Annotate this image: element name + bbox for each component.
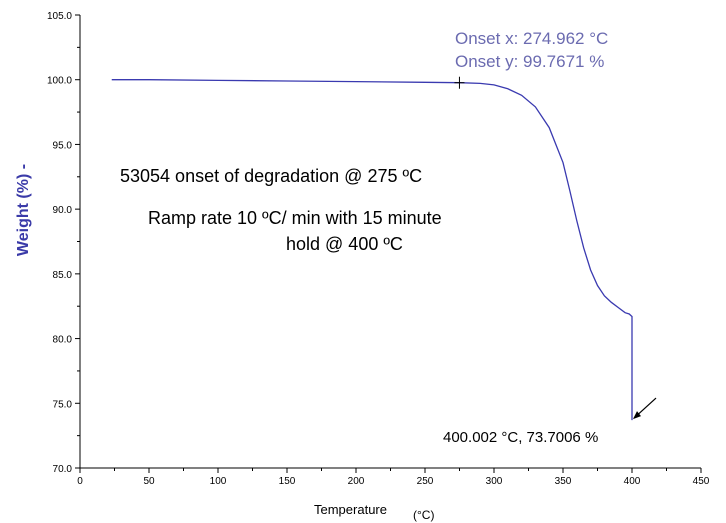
end-point-arrow [633,397,657,420]
x-tick-label: 100 [210,476,227,487]
ramp-annotation-line2: hold @ 400 ºC [286,234,403,254]
x-tick-label: 300 [486,476,503,487]
x-tick-label: 350 [555,476,572,487]
ramp-annotation-line1: Ramp rate 10 ºC/ min with 15 minute [148,208,442,228]
x-tick-label: 450 [693,476,710,487]
y-ticks: 70.0 75.0 80.0 85.0 90.0 95.0 100.0 105.0 [47,11,80,475]
y-tick-label: 70.0 [53,464,73,475]
y-tick-label: 100.0 [47,76,72,87]
x-axis-label: Temperature [314,502,387,517]
x-tick-label: 250 [417,476,434,487]
x-tick-label: 400 [624,476,641,487]
y-axis-label: Weight (%) - [15,164,32,256]
y-tick-label: 95.0 [53,140,73,151]
x-axis-unit: (°C) [413,508,434,522]
y-tick-label: 90.0 [53,205,73,216]
arrow-head [633,411,642,420]
y-tick-label: 105.0 [47,11,72,22]
x-tick-label: 150 [279,476,296,487]
onset-y-annotation: Onset y: 99.7671 % [455,52,604,71]
x-tick-label: 50 [143,476,155,487]
y-tick-label: 80.0 [53,335,73,346]
onset-marker [454,76,465,89]
x-tick-label: 200 [348,476,365,487]
y-tick-label: 85.0 [53,270,73,281]
end-point-annotation: 400.002 °C, 73.7006 % [443,429,598,446]
y-tick-label: 75.0 [53,399,73,410]
x-tick-label: 0 [77,476,83,487]
onset-x-annotation: Onset x: 274.962 °C [455,29,608,48]
weight-curve [111,79,633,421]
sample-annotation: 53054 onset of degradation @ 275 ºC [120,166,422,186]
x-ticks: 0 50 100 150 200 250 300 350 400 450 [77,468,710,487]
